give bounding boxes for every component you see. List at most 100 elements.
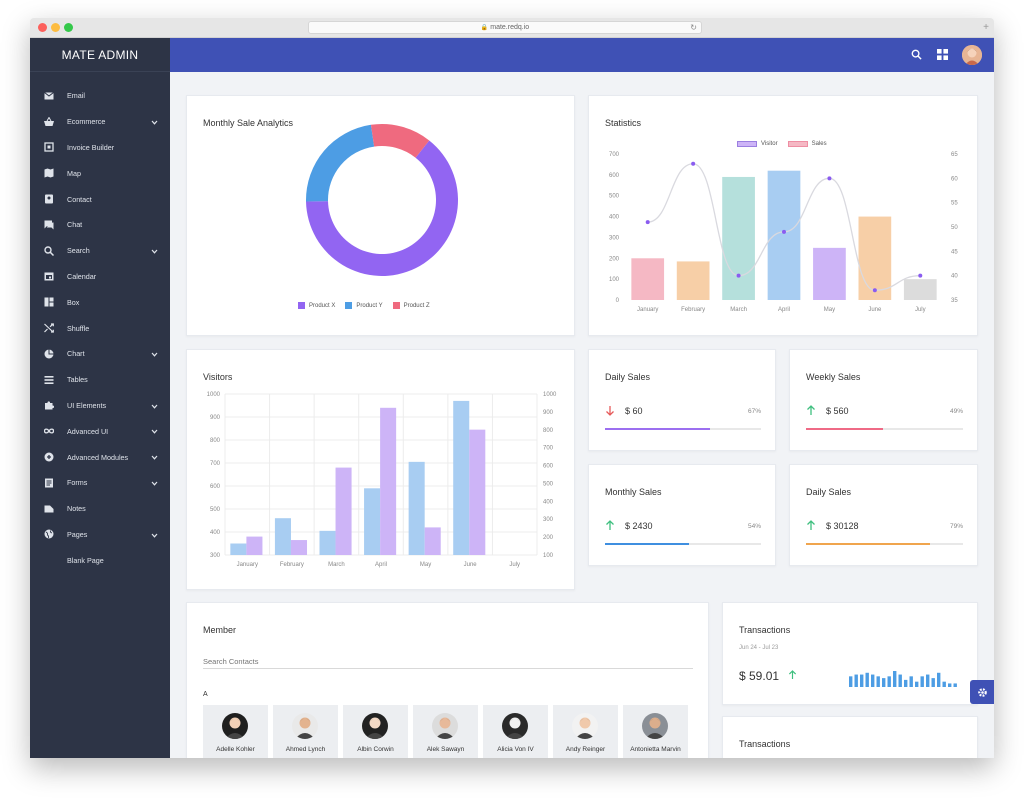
- arrow-up-icon: [789, 670, 797, 680]
- visitor-point[interactable]: [872, 288, 877, 293]
- y-left-tick-label: 1000: [207, 392, 221, 398]
- visitor-bar[interactable]: [335, 467, 352, 555]
- visitor-point[interactable]: [827, 176, 832, 181]
- spark-bar: [942, 681, 946, 687]
- sidebar-item-invoice-builder[interactable]: Invoice Builder: [30, 135, 170, 161]
- sales-bar[interactable]: [676, 261, 710, 300]
- maximize-window-button[interactable]: [64, 23, 73, 32]
- x-tick-label: July: [509, 562, 520, 568]
- legend-product-z[interactable]: Product Z: [392, 302, 430, 309]
- sidebar-item-notes[interactable]: Notes: [30, 496, 170, 522]
- sidebar-item-advanced-ui[interactable]: Advanced UI: [30, 418, 170, 444]
- visitor-bar[interactable]: [230, 543, 247, 556]
- contact-card[interactable]: Alicia Von IV: [483, 705, 548, 758]
- avatar: [432, 713, 458, 739]
- user-avatar[interactable]: [962, 45, 982, 65]
- visitor-bar[interactable]: [380, 407, 397, 555]
- contact-card[interactable]: Alek Sawayn: [413, 705, 478, 758]
- visitor-bar[interactable]: [364, 488, 381, 555]
- x-tick-label: April: [375, 562, 387, 568]
- sidebar-item-contact[interactable]: Contact: [30, 186, 170, 212]
- reload-icon[interactable]: ↻: [690, 23, 697, 32]
- sidebar-item-shuffle[interactable]: Shuffle: [30, 315, 170, 341]
- visitor-point[interactable]: [691, 161, 696, 166]
- spark-bar: [948, 683, 952, 687]
- donut-slice-product-x[interactable]: [306, 140, 458, 277]
- visitor-bar[interactable]: [274, 518, 291, 555]
- apps-grid-icon[interactable]: [937, 49, 948, 60]
- sales-bar[interactable]: [767, 170, 801, 300]
- chevron-down-icon: [151, 402, 158, 411]
- sidebar-item-email[interactable]: Email: [30, 83, 170, 109]
- legend-product-x[interactable]: Product X: [298, 302, 335, 309]
- search-icon[interactable]: [911, 49, 922, 60]
- top-bar: [170, 38, 994, 72]
- legend-visitor[interactable]: Visitor: [737, 141, 778, 147]
- contact-card[interactable]: Adelle Kohler: [203, 705, 268, 758]
- sidebar-item-blank-page[interactable]: Blank Page: [30, 547, 170, 573]
- visitor-bar[interactable]: [424, 527, 441, 555]
- new-tab-button[interactable]: +: [983, 22, 989, 33]
- visitor-bar[interactable]: [453, 400, 470, 555]
- sidebar-item-ui-elements[interactable]: UI Elements: [30, 393, 170, 419]
- y-left-tick-label: 700: [210, 461, 221, 467]
- visitor-bar[interactable]: [246, 536, 263, 555]
- sales-bar[interactable]: [813, 247, 846, 300]
- search-contacts-input[interactable]: [203, 655, 693, 669]
- pie-chart-icon: [44, 349, 54, 359]
- sidebar-item-label: Shuffle: [67, 323, 90, 333]
- sidebar-item-search[interactable]: Search: [30, 238, 170, 264]
- sales-bar[interactable]: [903, 279, 937, 300]
- sidebar-item-chart[interactable]: Chart: [30, 341, 170, 367]
- x-tick-label: January: [637, 307, 658, 313]
- daily-sales-total-card: Daily Sales $ 30128 79%: [789, 464, 978, 566]
- visitor-point[interactable]: [645, 220, 650, 225]
- close-window-button[interactable]: [38, 23, 47, 32]
- visitor-point[interactable]: [782, 229, 786, 234]
- sidebar-item-calendar[interactable]: Calendar: [30, 264, 170, 290]
- y-right-tick-label: 200: [543, 535, 554, 541]
- sidebar-item-ecommerce[interactable]: Ecommerce: [30, 109, 170, 135]
- search-icon: [44, 245, 54, 256]
- sales-bar[interactable]: [858, 216, 892, 300]
- sidebar-item-tables[interactable]: Tables: [30, 367, 170, 393]
- visitor-point[interactable]: [736, 273, 741, 278]
- member-card: Member A Adelle Kohler Ahmed Lynch Albin C…: [186, 602, 709, 758]
- gear-icon: [977, 687, 987, 697]
- contact-card[interactable]: Andy Reinger: [553, 705, 618, 758]
- arrow-down-icon: [606, 406, 614, 416]
- visitor-bar[interactable]: [469, 429, 486, 555]
- contact-group-letter: A: [203, 691, 208, 698]
- contact-card[interactable]: Antonietta Marvin: [623, 705, 688, 758]
- contact-card[interactable]: Ahmed Lynch: [273, 705, 338, 758]
- sidebar-item-pages[interactable]: Pages: [30, 522, 170, 548]
- card-title: Visitors: [203, 372, 233, 382]
- legend-sales[interactable]: Sales: [787, 141, 827, 147]
- address-bar[interactable]: 🔒 mate.redq.io ↻: [308, 21, 702, 34]
- minimize-window-button[interactable]: [51, 23, 60, 32]
- visitor-bar[interactable]: [290, 540, 308, 555]
- chevron-down-icon: [151, 531, 158, 540]
- spark-bar: [931, 678, 935, 687]
- sidebar-item-chat[interactable]: Chat: [30, 212, 170, 238]
- donut-slice-product-z[interactable]: [370, 124, 430, 158]
- donut-slice-product-y[interactable]: [306, 124, 375, 202]
- visitors-card: Visitors 300 400 500 600 700 800 900 1000 100 200…: [186, 349, 575, 590]
- visitor-bar[interactable]: [319, 530, 336, 555]
- statistics-card: Statistics Visitor Sales 0 100 200 300 400 50…: [588, 95, 978, 336]
- donut-chart: [306, 124, 458, 277]
- y-right-tick-label: 60: [951, 176, 958, 182]
- sales-bar[interactable]: [722, 176, 755, 300]
- sidebar-item-label: Notes: [67, 504, 86, 514]
- sidebar-item-forms[interactable]: Forms: [30, 470, 170, 496]
- contact-card[interactable]: Albin Corwin: [343, 705, 408, 758]
- sidebar-item-advanced-modules[interactable]: Advanced Modules: [30, 444, 170, 470]
- visitor-point[interactable]: [918, 273, 923, 278]
- brand-logo[interactable]: MATE ADMIN: [30, 38, 170, 72]
- settings-button[interactable]: [970, 680, 994, 704]
- sidebar-item-map[interactable]: Map: [30, 160, 170, 186]
- visitor-bar[interactable]: [408, 461, 425, 555]
- sales-bar[interactable]: [631, 258, 665, 300]
- sidebar-item-box[interactable]: Box: [30, 289, 170, 315]
- legend-product-y[interactable]: Product Y: [345, 302, 383, 309]
